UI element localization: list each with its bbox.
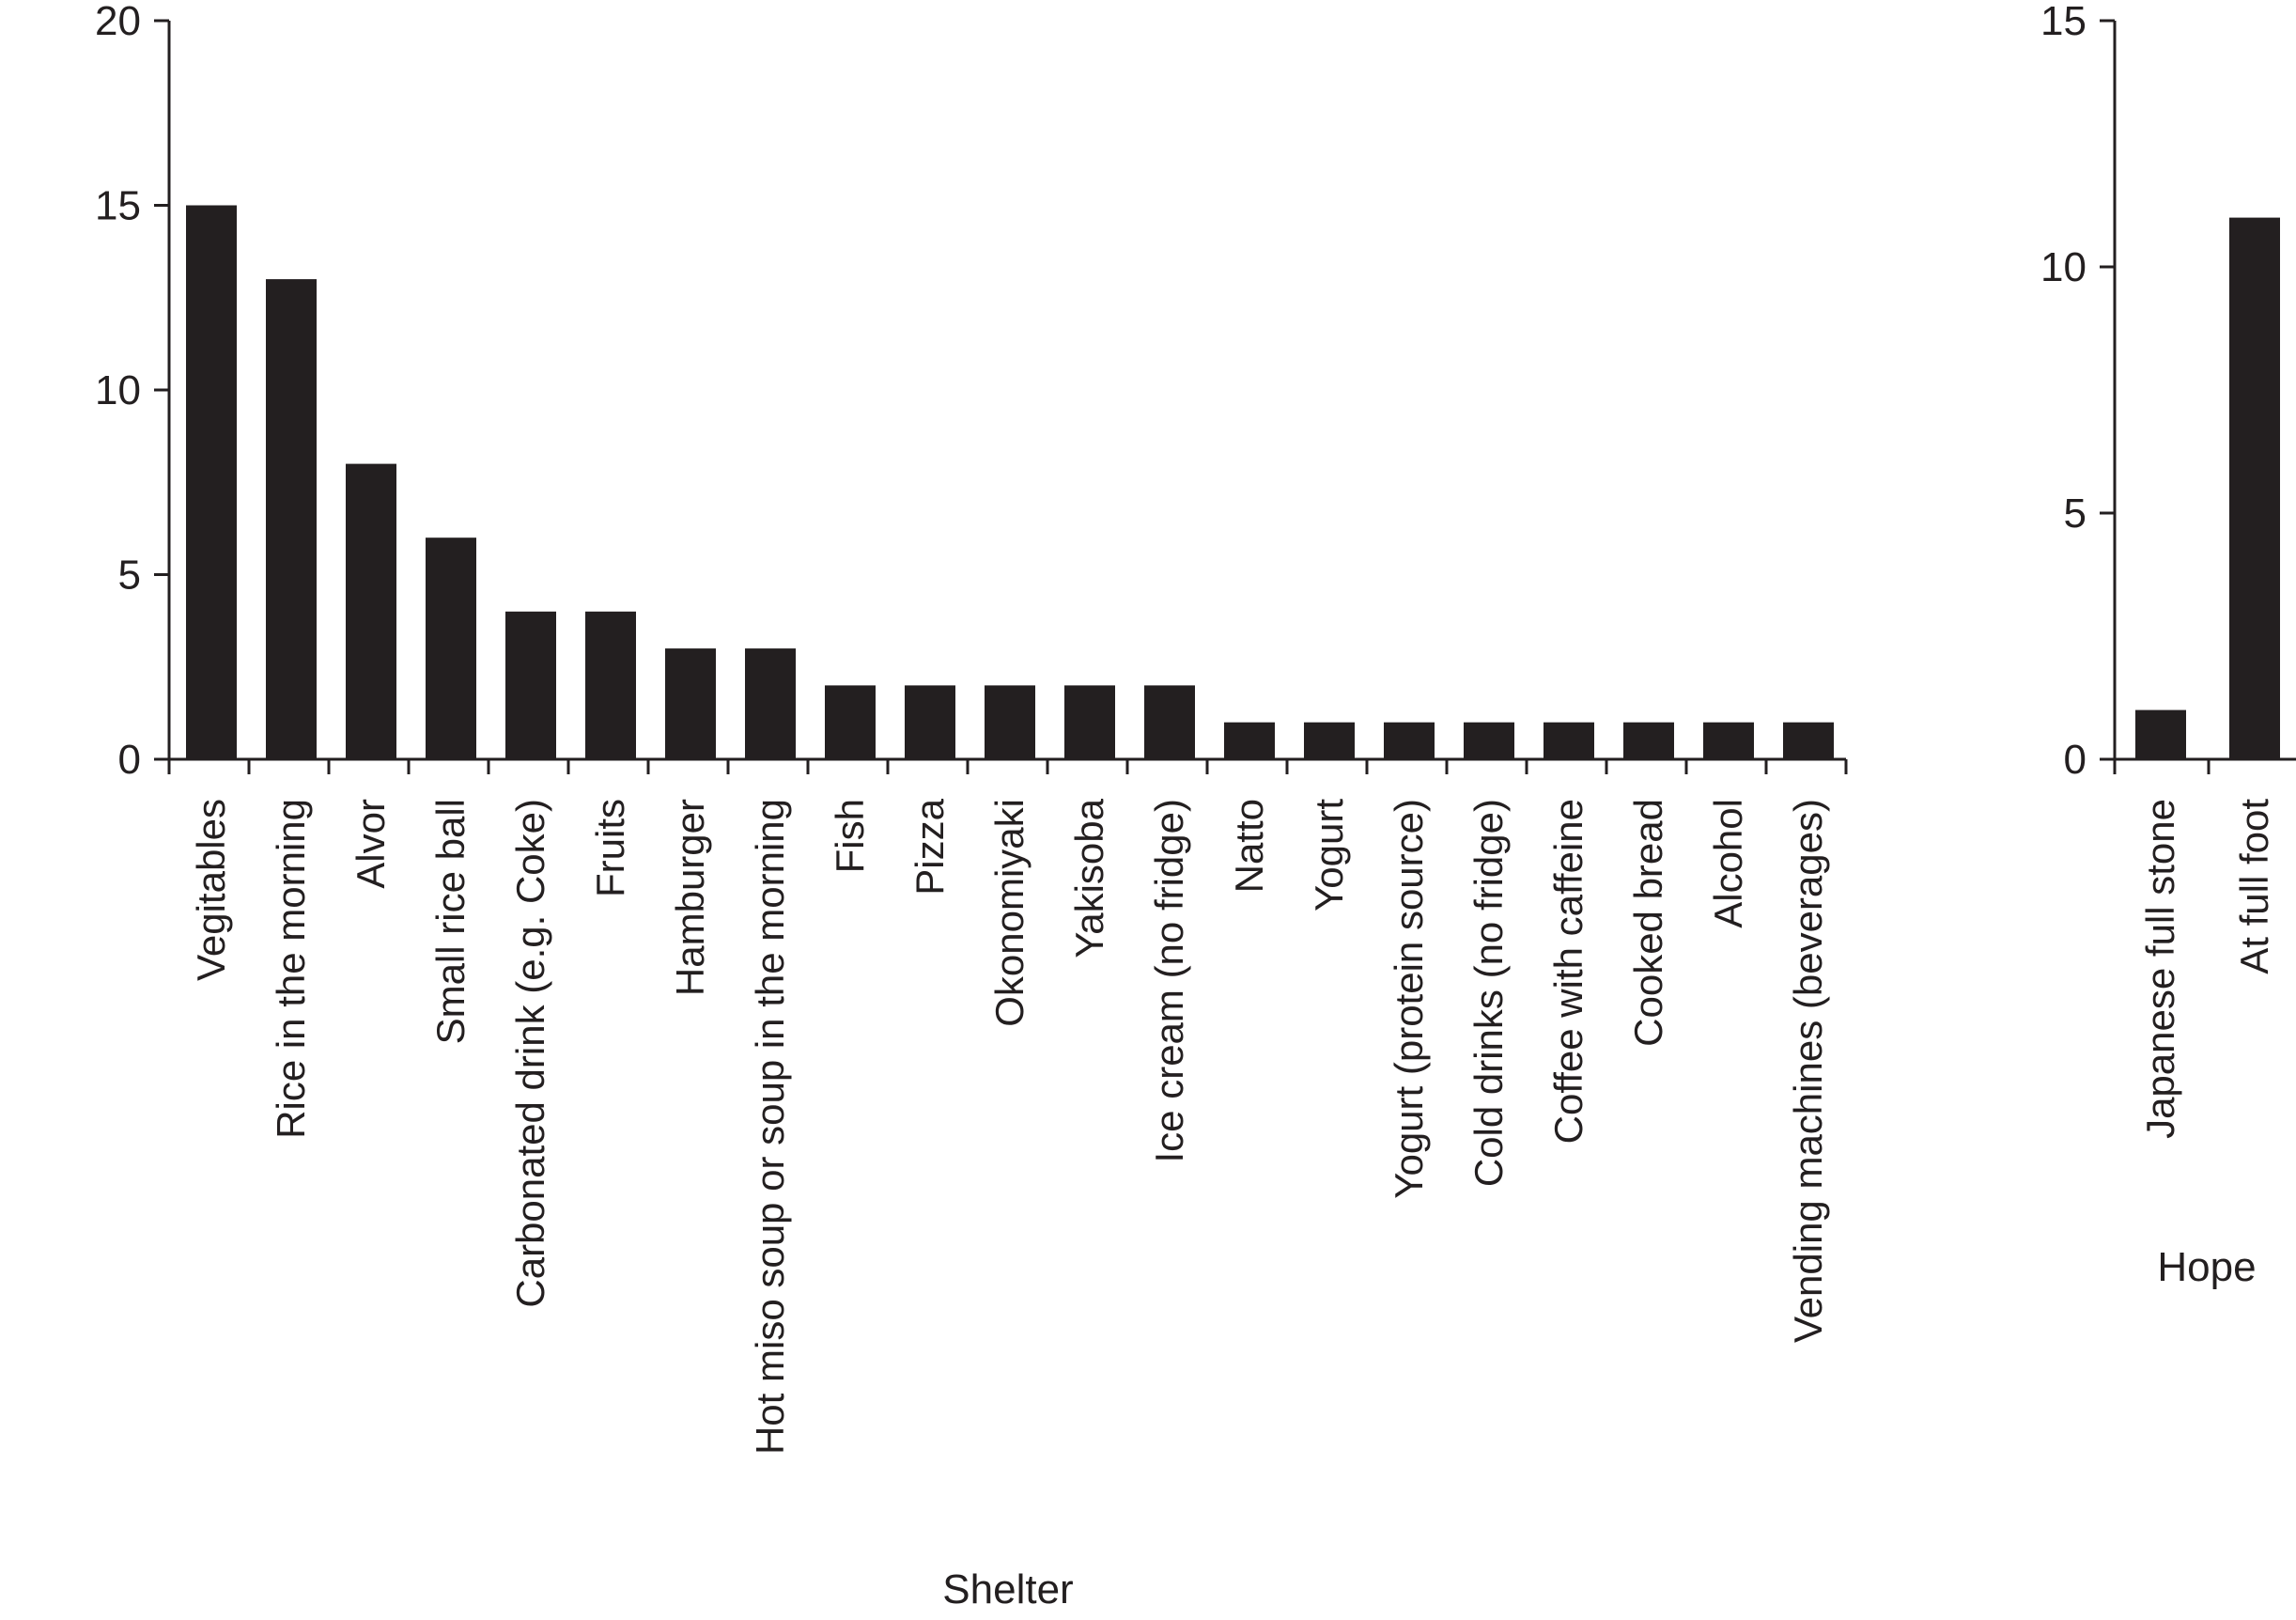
bar xyxy=(1304,722,1355,759)
shelter-chart: 0 5 10 15 20 Vegitables Rice in the morning Alv… xyxy=(95,0,1848,1612)
bar xyxy=(1144,685,1195,759)
x-category-label: Pizza xyxy=(908,798,952,895)
x-category-label: Alvor xyxy=(349,799,393,889)
bar xyxy=(905,685,955,759)
bar xyxy=(186,205,237,759)
bar xyxy=(1783,722,1834,759)
bar xyxy=(505,611,556,759)
bar xyxy=(1064,685,1115,759)
x-axis-title: Shelter xyxy=(942,1566,1073,1612)
x-axis-title: Hope xyxy=(2157,1244,2256,1290)
x-category-label: Hamburger xyxy=(668,799,712,996)
y-tick-label: 5 xyxy=(118,553,141,599)
bar xyxy=(266,279,317,759)
bar xyxy=(665,648,716,759)
x-category-label: Vegitables xyxy=(189,799,233,981)
hope-chart: 0 5 10 15 Japanese full stone At full foot Hop… xyxy=(2040,0,2296,1290)
y-tick-label: 15 xyxy=(2040,0,2087,44)
bar xyxy=(1703,722,1754,759)
bar xyxy=(985,685,1035,759)
y-tick-label: 15 xyxy=(95,183,141,229)
y-tick-label: 0 xyxy=(118,737,141,783)
x-category-label: Fish xyxy=(828,799,872,873)
bar xyxy=(1623,722,1674,759)
x-category-label: Yakisoba xyxy=(1067,798,1111,958)
x-category-label: Vending machines (beverages) xyxy=(1786,799,1830,1343)
x-category-label: Fruits xyxy=(588,799,632,897)
x-category-label: Small rice ball xyxy=(428,799,473,1044)
bar xyxy=(1224,722,1275,759)
bar xyxy=(745,648,796,759)
bar xyxy=(426,537,476,759)
bar xyxy=(1544,722,1594,759)
y-tick-label: 0 xyxy=(2064,737,2087,783)
y-tick-label: 10 xyxy=(2040,244,2087,290)
x-category-label: Rice in the morning xyxy=(269,799,313,1139)
y-tick-label: 5 xyxy=(2064,491,2087,537)
x-category-label: Ice cream (no fridge) xyxy=(1147,799,1191,1162)
y-tick-label: 10 xyxy=(95,367,141,413)
x-category-label: Cold drinks (no fridge) xyxy=(1466,799,1511,1187)
x-category-label: Okonomiyaki xyxy=(987,799,1032,1027)
bar xyxy=(585,611,636,759)
bar xyxy=(1464,722,1514,759)
bar xyxy=(825,685,876,759)
x-category-label: Alcohol xyxy=(1706,799,1750,928)
x-category-label: Cooked bread xyxy=(1626,799,1670,1047)
bar xyxy=(1384,722,1435,759)
bar xyxy=(346,463,396,759)
x-category-label: Hot miso soup or soup in the morning xyxy=(748,799,792,1455)
x-category-label: At full foot xyxy=(2232,799,2276,974)
x-category-label: Natto xyxy=(1227,799,1271,893)
bar xyxy=(2135,709,2186,759)
x-category-label: Yogurt (protein source) xyxy=(1387,799,1431,1199)
y-tick-label: 20 xyxy=(95,0,141,44)
x-category-label: Coffee with caffeine xyxy=(1546,799,1590,1144)
x-category-label: Yogurt xyxy=(1307,799,1351,911)
bar xyxy=(2229,217,2280,760)
x-category-label: Carbonated drink (e.g. Coke) xyxy=(508,799,552,1308)
x-category-label: Japanese full stone xyxy=(2138,799,2182,1139)
